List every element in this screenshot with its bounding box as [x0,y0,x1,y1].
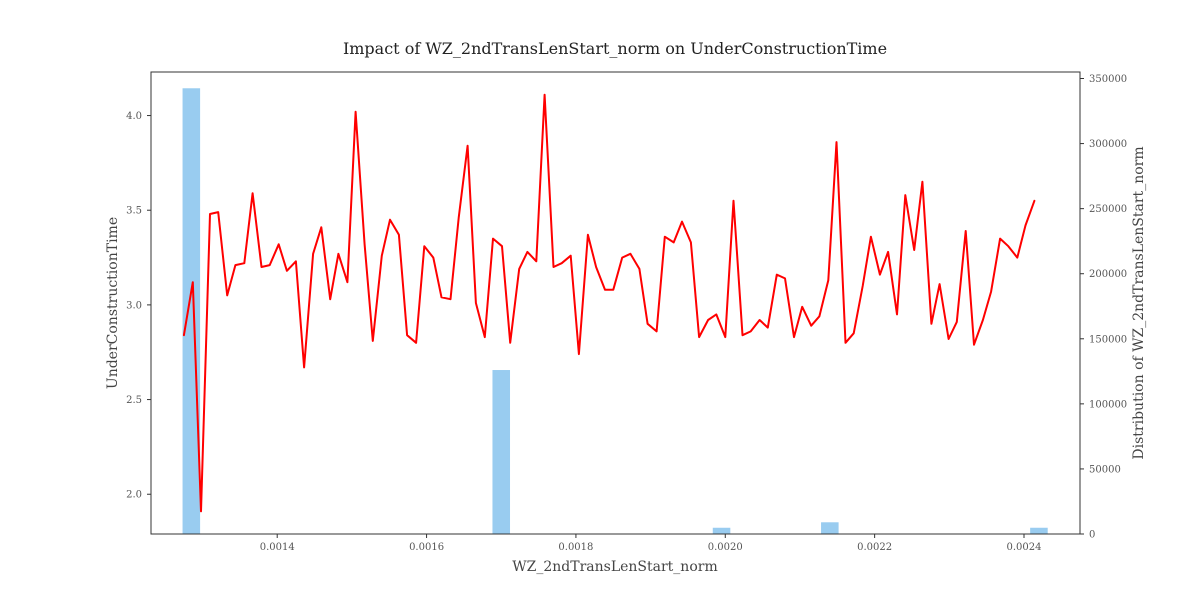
y2-axis-label: Distribution of WZ_2ndTransLenStart_norm [1131,146,1147,459]
y-tick-label-4: 4.0 [126,111,142,122]
y2-axis-ticks: 0 50000 100000 150000 200000 250000 300000 3500… [1080,74,1127,541]
y2-tick-label-4: 200000 [1089,269,1127,280]
y2-tick-label-0: 0 [1089,530,1095,541]
y-axis-ticks: 2.0 2.5 3.0 3.5 4.0 [126,111,151,501]
x-axis-ticks: 0.0014 0.0016 0.0018 0.0020 0.0022 0.0024 [260,534,1041,553]
y2-tick-label-2: 100000 [1089,399,1127,410]
histogram-bar-2 [712,527,731,534]
y2-tick-label-7: 350000 [1089,74,1127,85]
y-tick-label-3: 3.5 [126,206,142,217]
y2-tick-label-3: 150000 [1089,334,1127,345]
histogram-bar-0 [182,88,201,534]
x-tick-label-3: 0.0020 [708,542,743,553]
y-tick-label-0: 2.0 [126,490,142,501]
chart-title: Impact of WZ_2ndTransLenStart_norm on Un… [343,39,887,58]
y-axis-label: UnderConstructionTime [105,217,121,389]
y2-tick-label-1: 50000 [1089,464,1121,475]
histogram-bar-4 [1030,527,1048,534]
line-series-path [182,93,1036,513]
x-tick-label-4: 0.0022 [857,542,892,553]
y2-tick-label-6: 300000 [1089,139,1127,150]
x-tick-label-0: 0.0014 [260,542,295,553]
x-axis-label: WZ_2ndTransLenStart_norm [512,559,717,575]
histogram-bars [182,88,1048,534]
y-tick-label-2: 3.0 [126,300,142,311]
x-tick-label-1: 0.0016 [409,542,444,553]
y2-tick-label-5: 250000 [1089,204,1127,215]
x-tick-label-2: 0.0018 [558,542,593,553]
plot-area-frame [150,71,1081,535]
histogram-bar-3 [821,522,839,534]
x-tick-label-5: 0.0024 [1006,542,1041,553]
histogram-bar-1 [492,370,511,534]
y-tick-label-1: 2.5 [126,395,142,406]
line-series [182,93,1036,513]
